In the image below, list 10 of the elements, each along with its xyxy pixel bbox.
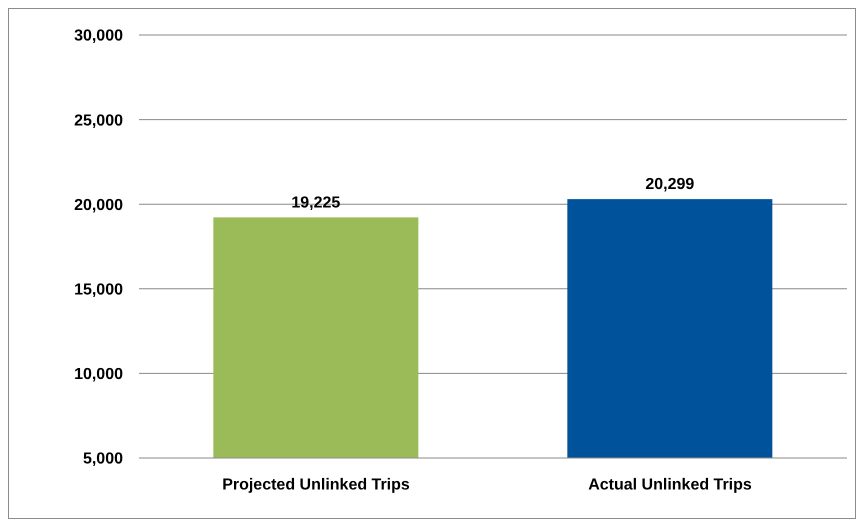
- x-tick-label: Projected Unlinked Trips: [222, 476, 410, 494]
- y-tick-label: 25,000: [74, 112, 124, 130]
- y-tick-label: 15,000: [74, 281, 124, 298]
- y-tick-label: 5,000: [82, 450, 124, 468]
- data-label: 20,299: [645, 176, 694, 194]
- y-tick-label: 20,000: [74, 196, 124, 214]
- y-tick-label: 30,000: [74, 28, 124, 45]
- y-tick-label: 10,000: [74, 366, 124, 384]
- x-tick-label: Actual Unlinked Trips: [588, 476, 752, 494]
- data-label: 19,225: [291, 194, 340, 212]
